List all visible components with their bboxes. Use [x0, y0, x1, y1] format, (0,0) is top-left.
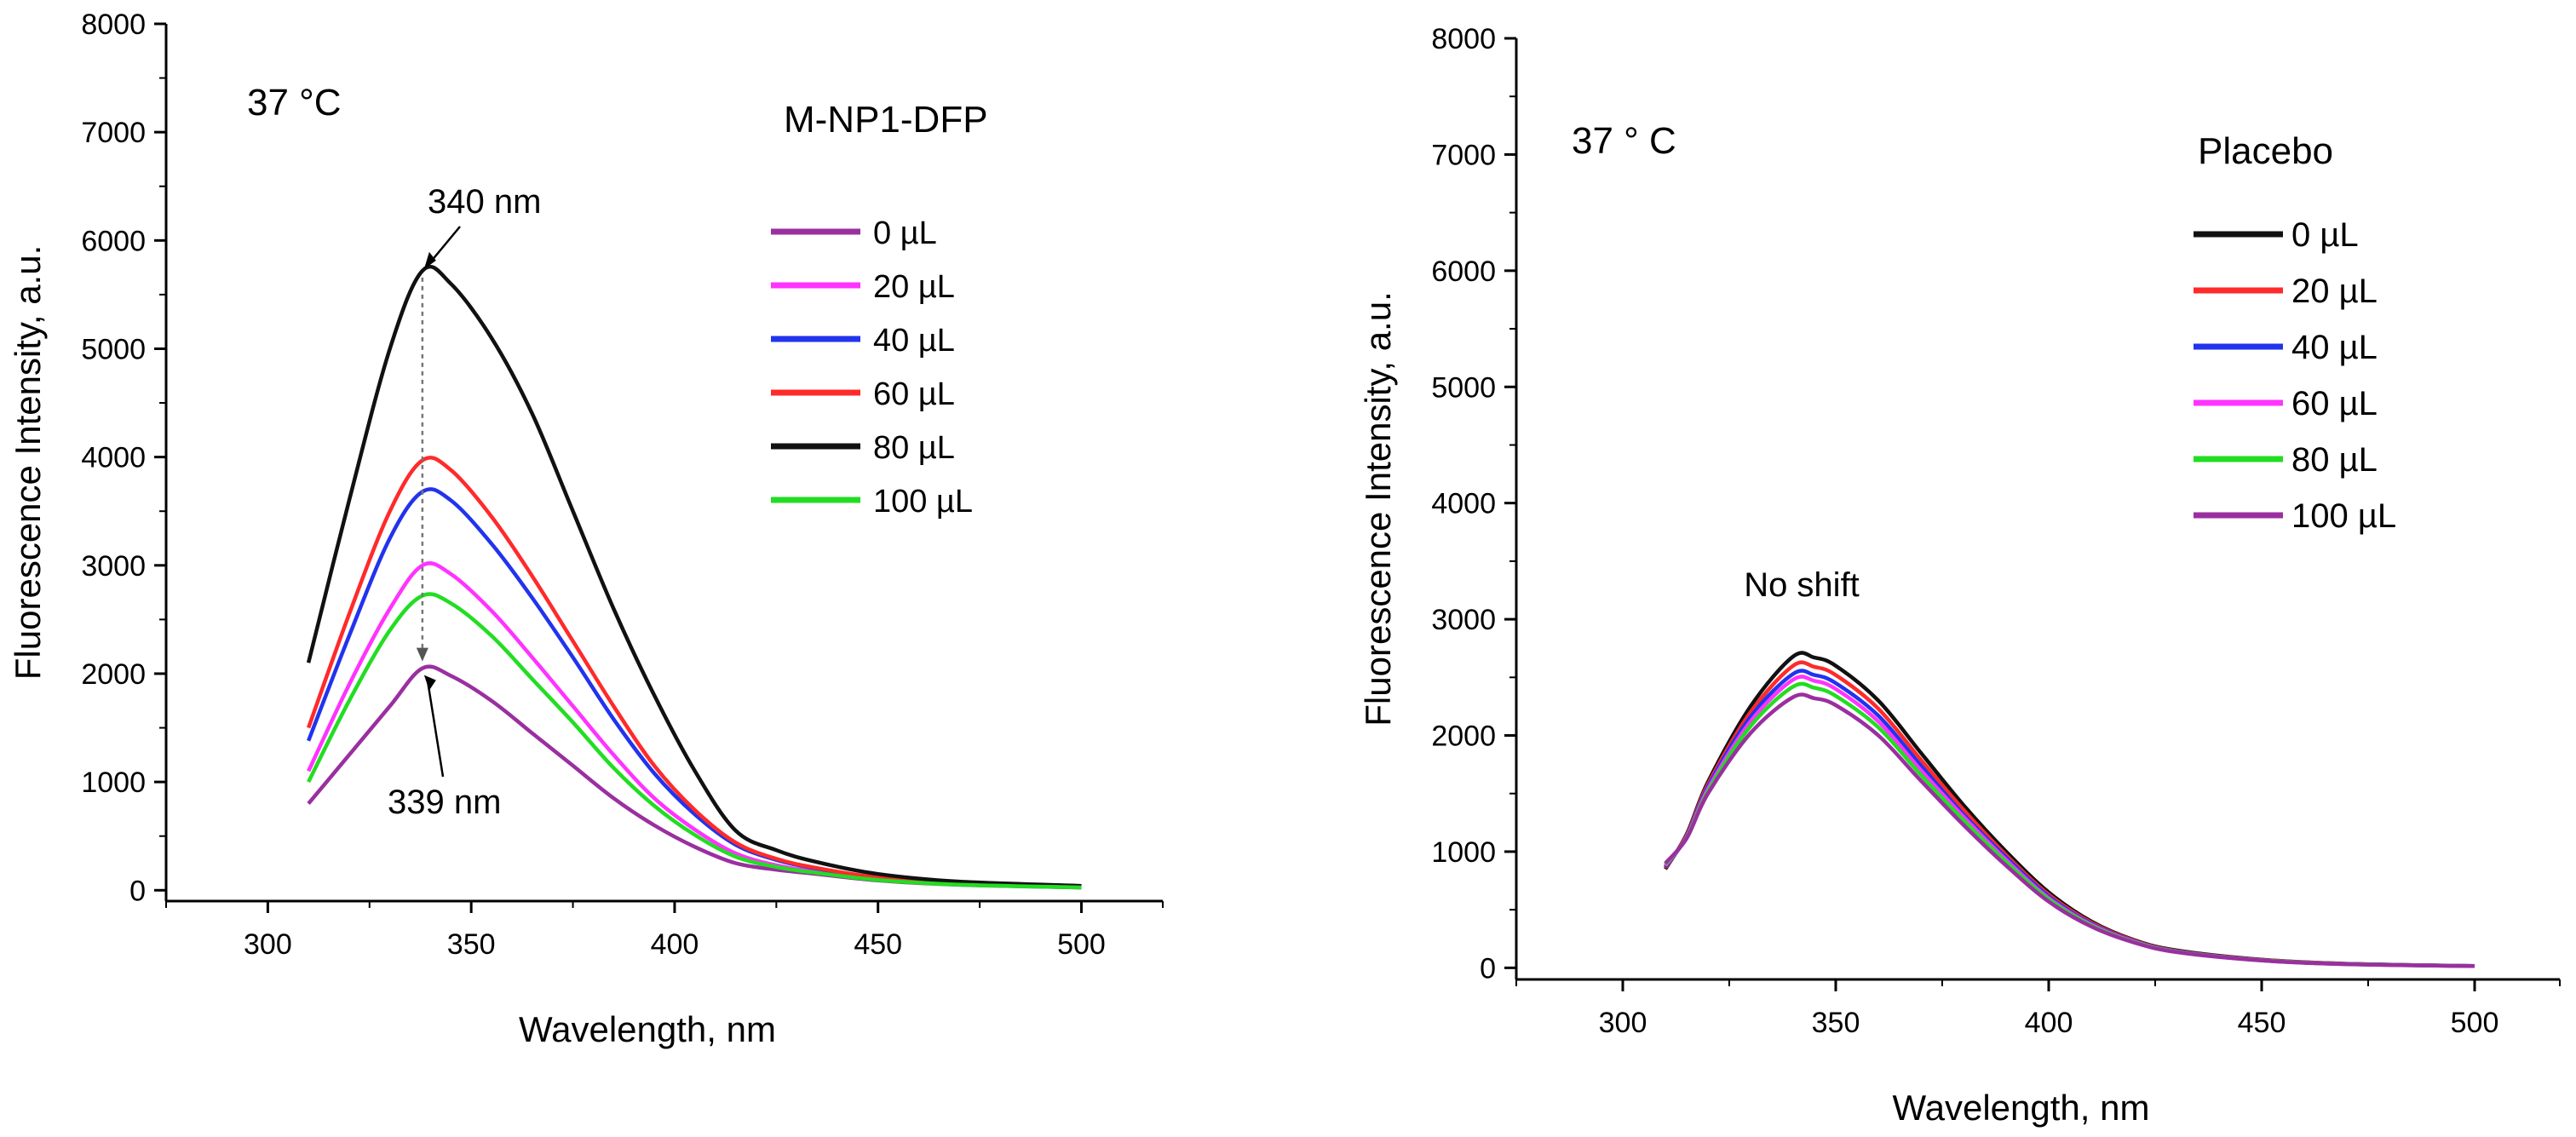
peak-top-label: 340 nm [428, 183, 541, 221]
series-line-4 [1664, 681, 2475, 968]
y-tick-label: 5000 [81, 333, 146, 365]
legend-label-2: 40 µL [2291, 329, 2378, 366]
series-line-3 [306, 456, 1082, 889]
y-tick-label: 0 [129, 875, 146, 907]
series-line-2 [1664, 669, 2475, 968]
legend-label-4: 80 µL [873, 430, 955, 466]
series-line-0 [307, 664, 1082, 890]
legend-label-0: 0 µL [2291, 216, 2359, 254]
x-tick-label: 500 [2451, 1007, 2499, 1039]
x-tick-label: 400 [651, 928, 699, 961]
legend-label-5: 100 µL [2291, 497, 2396, 535]
no-shift-label: No shift [1744, 566, 1860, 604]
temperature-label: 37 °C [247, 82, 342, 123]
legend-label-0: 0 µL [873, 215, 937, 251]
x-tick-label: 400 [2025, 1007, 2073, 1039]
y-tick-label: 3000 [1431, 604, 1496, 636]
legend-title: M-NP1-DFP [784, 99, 988, 141]
y-tick-label: 1000 [81, 767, 146, 799]
peak-bottom-label: 339 nm [388, 784, 501, 821]
y-tick-label: 6000 [81, 225, 146, 257]
legend-label-4: 80 µL [2291, 441, 2378, 479]
y-axis-title: Fluorescence Intensity, a.u. [1358, 291, 1398, 726]
x-tick-label: 500 [1057, 928, 1106, 961]
series-line-5 [1664, 692, 2475, 968]
series-line-3 [1664, 675, 2475, 968]
x-tick-label: 350 [1812, 1007, 1860, 1039]
x-tick-label: 300 [244, 928, 292, 961]
y-tick-label: 7000 [1431, 139, 1496, 171]
legend-label-3: 60 µL [873, 376, 955, 412]
peak-bottom-arrow [426, 680, 445, 778]
legend-label-1: 20 µL [873, 269, 955, 305]
chart-left: 0 1000 2000 3000 4000 5000 6000 7000 8000 300 350 4… [8, 9, 1164, 1049]
y-tick-label: 1000 [1431, 836, 1496, 869]
x-tick-label: 300 [1599, 1007, 1647, 1039]
y-tick-label: 8000 [81, 9, 146, 41]
y-tick-label: 7000 [81, 117, 146, 149]
y-tick-label: 6000 [1431, 256, 1496, 288]
y-tick-label: 5000 [1431, 371, 1496, 404]
temperature-label: 37 ° C [1572, 120, 1676, 162]
peak-top-arrowhead [423, 251, 436, 269]
y-axis-title: Fluorescence Intensity, a.u. [8, 245, 48, 680]
chart-right: 0 1000 2000 3000 4000 5000 6000 7000 8000 300 350 4… [1358, 23, 2561, 1128]
series-line-1 [1664, 660, 2475, 968]
y-tick-label: 8000 [1431, 23, 1496, 55]
legend-label-5: 100 µL [873, 484, 973, 520]
peak-bottom-arrowhead [423, 675, 436, 691]
y-tick-label: 4000 [81, 442, 146, 474]
x-tick-label: 350 [447, 928, 496, 961]
y-tick-label: 0 [1480, 952, 1496, 985]
series-line-5 [307, 592, 1082, 890]
x-tick-label: 450 [2238, 1007, 2286, 1039]
peak-arrow-down [416, 647, 428, 662]
legend-label-1: 20 µL [2291, 273, 2378, 310]
x-axis-title: Wavelength, nm [1893, 1088, 2150, 1128]
series-line-4 [306, 264, 1082, 888]
x-tick-label: 450 [854, 928, 902, 961]
legend-label-3: 60 µL [2291, 385, 2378, 422]
y-tick-label: 2000 [81, 658, 146, 691]
y-tick-label: 2000 [1431, 721, 1496, 753]
legend-title: Placebo [2198, 130, 2333, 172]
y-tick-label: 4000 [1431, 488, 1496, 520]
series-line-1 [307, 561, 1082, 889]
x-axis-title: Wavelength, nm [519, 1009, 776, 1049]
y-tick-label: 3000 [81, 550, 146, 583]
legend-label-2: 40 µL [873, 323, 955, 359]
